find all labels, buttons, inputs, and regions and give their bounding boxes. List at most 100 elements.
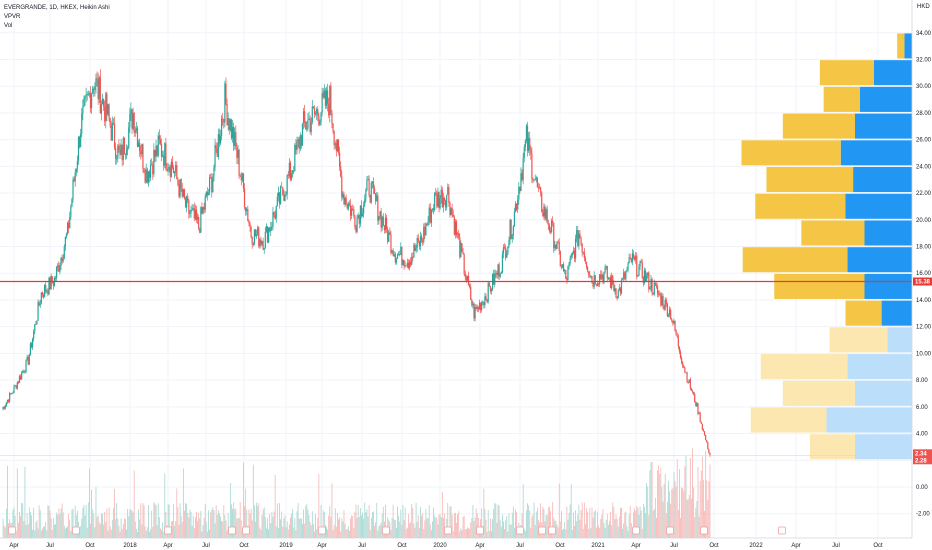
candle-body bbox=[286, 175, 288, 195]
candle-body bbox=[663, 307, 665, 310]
volume-bar bbox=[238, 518, 240, 538]
candle-body bbox=[335, 143, 337, 152]
volume-bar bbox=[589, 507, 591, 538]
event-marker bbox=[516, 526, 524, 535]
candle-body bbox=[349, 204, 352, 216]
volume-bar bbox=[330, 516, 332, 538]
candle-body bbox=[500, 272, 502, 274]
volume-bar bbox=[505, 520, 507, 538]
volume-bar bbox=[287, 529, 289, 538]
volume-bar bbox=[156, 525, 158, 538]
volume-bar bbox=[344, 523, 346, 538]
candle-body bbox=[364, 199, 366, 206]
indicator-vol-label[interactable]: Vol bbox=[4, 23, 13, 29]
candle-body bbox=[166, 168, 168, 171]
candle-body bbox=[233, 127, 235, 146]
event-marker bbox=[476, 526, 484, 535]
volume-bar bbox=[302, 523, 303, 538]
volume-bar bbox=[134, 521, 136, 538]
volume-bar bbox=[700, 470, 702, 538]
candle-body bbox=[420, 236, 423, 241]
candle-body bbox=[569, 257, 571, 264]
volume-bar bbox=[599, 528, 601, 538]
volume-bar bbox=[76, 510, 78, 538]
candle-body bbox=[113, 123, 116, 148]
candle-body bbox=[478, 302, 481, 310]
candle-body bbox=[339, 152, 341, 167]
candle-body bbox=[513, 211, 516, 227]
volume-bar bbox=[16, 468, 18, 538]
volume-bar bbox=[461, 530, 463, 538]
candle-body bbox=[134, 130, 136, 133]
volume-bar bbox=[101, 513, 102, 538]
volume-bar bbox=[365, 512, 367, 538]
volume-bar bbox=[641, 528, 643, 538]
volume-bar bbox=[420, 506, 421, 538]
candle-body bbox=[144, 172, 146, 183]
candle-body bbox=[660, 293, 662, 306]
candle-body bbox=[389, 232, 391, 235]
volume-bar bbox=[175, 521, 177, 538]
volume-bar bbox=[246, 509, 248, 538]
volume-bar bbox=[368, 505, 370, 538]
candle-body bbox=[36, 320, 38, 325]
volume-bar bbox=[428, 505, 430, 538]
volume-bar bbox=[529, 510, 531, 538]
volume-bar bbox=[507, 531, 509, 538]
candle-body bbox=[560, 266, 563, 268]
candle-body bbox=[588, 271, 590, 275]
volume-bar bbox=[167, 504, 169, 538]
volume-bar bbox=[64, 528, 66, 538]
hline-price-tag-bg bbox=[913, 277, 932, 286]
volume-bar bbox=[216, 514, 218, 538]
candle-body bbox=[533, 179, 535, 181]
volume-bar bbox=[498, 505, 500, 538]
candle-body bbox=[120, 144, 122, 155]
volume-bar bbox=[639, 506, 641, 538]
volume-bar bbox=[249, 513, 251, 538]
volume-bar bbox=[91, 489, 92, 538]
volume-bar bbox=[486, 531, 488, 538]
candle-body bbox=[635, 255, 637, 260]
x-tick-label: Oct bbox=[397, 543, 407, 549]
volume-bar bbox=[597, 511, 598, 538]
candle-body bbox=[156, 145, 158, 156]
x-tick-label: Apr bbox=[791, 543, 800, 549]
volume-bar bbox=[699, 480, 701, 538]
candle-body bbox=[619, 287, 622, 294]
volume-bar bbox=[353, 528, 355, 538]
candle-body bbox=[690, 388, 693, 391]
x-tick-label: Oct bbox=[555, 543, 565, 549]
candle-body bbox=[342, 194, 344, 198]
volume-bar bbox=[515, 509, 516, 538]
candle-body bbox=[605, 266, 607, 268]
volume-bar bbox=[231, 504, 232, 538]
candle-body bbox=[499, 273, 501, 277]
candle-body bbox=[571, 252, 573, 256]
x-tick-label: Jul bbox=[832, 543, 840, 549]
volume-bar bbox=[390, 529, 392, 538]
candle-body bbox=[56, 267, 58, 278]
candle-body bbox=[516, 203, 518, 210]
candle-body bbox=[206, 191, 209, 196]
candle-body bbox=[131, 109, 133, 129]
volume-bar bbox=[408, 514, 409, 538]
vp-bar-up bbox=[855, 380, 912, 406]
candle-body bbox=[318, 115, 320, 125]
candle-body bbox=[231, 127, 234, 139]
volume-bar bbox=[679, 469, 680, 538]
candle-body bbox=[530, 149, 532, 154]
candle-body bbox=[654, 282, 656, 285]
candle-body bbox=[38, 302, 40, 306]
candle-body bbox=[705, 435, 707, 441]
volume-bar bbox=[62, 512, 64, 538]
candle-body bbox=[96, 78, 98, 80]
candle-body bbox=[68, 222, 70, 229]
vp-bar-up bbox=[826, 407, 912, 433]
candle-body bbox=[237, 149, 239, 158]
volume-bar bbox=[517, 531, 519, 538]
volume-bar bbox=[615, 514, 617, 538]
symbol-title[interactable]: EVERGRANDE, 1D, HKEX, Heikin Ashi bbox=[4, 5, 110, 11]
indicator-vpvr-label[interactable]: VPVR bbox=[4, 14, 21, 20]
